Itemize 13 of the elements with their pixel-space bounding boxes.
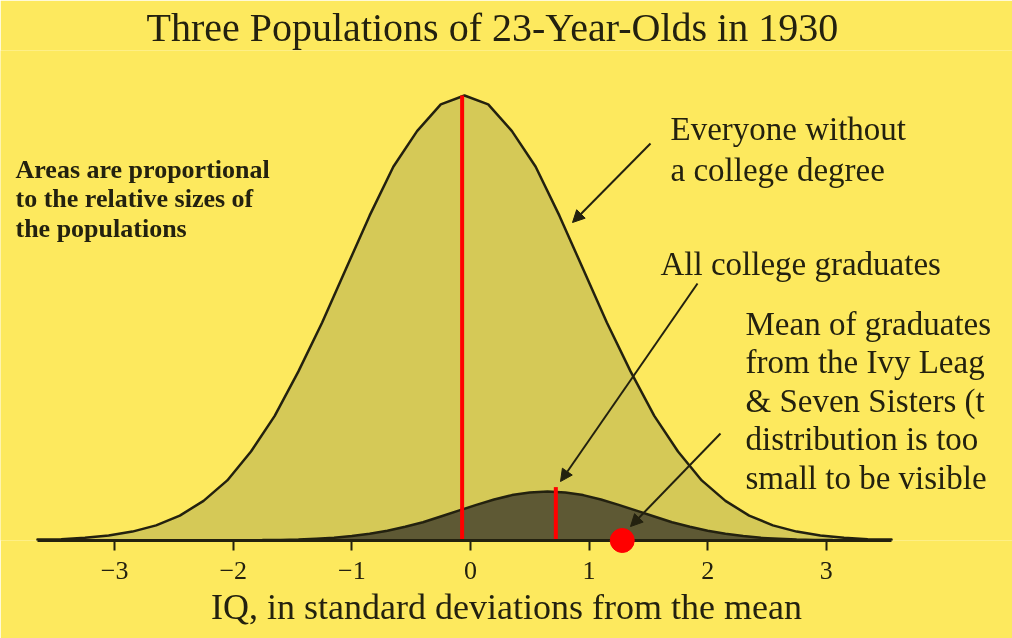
annotation: Everyone without a college degree — [670, 110, 907, 189]
x-tick-label: 2 — [701, 555, 715, 585]
x-tick-label: 3 — [819, 555, 833, 585]
annotation: All college graduates — [660, 245, 941, 282]
x-tick-label: 1 — [582, 555, 596, 585]
annotation: Mean of graduates from the Ivy Leag & Seven Sisters (t distribution is too small to be visible — [745, 305, 992, 496]
x-tick-label: −3 — [100, 555, 129, 585]
x-tick-label: 0 — [463, 555, 477, 585]
annotation: Areas are proportional to the relative sizes of the populations — [15, 154, 270, 244]
x-tick-label: −2 — [219, 555, 248, 585]
chart-title: Three Populations of 23-Year-Olds in 1930 — [146, 4, 839, 50]
x-axis-title: IQ, in standard deviations from the mean — [211, 586, 802, 627]
x-tick-label: −1 — [337, 555, 366, 585]
